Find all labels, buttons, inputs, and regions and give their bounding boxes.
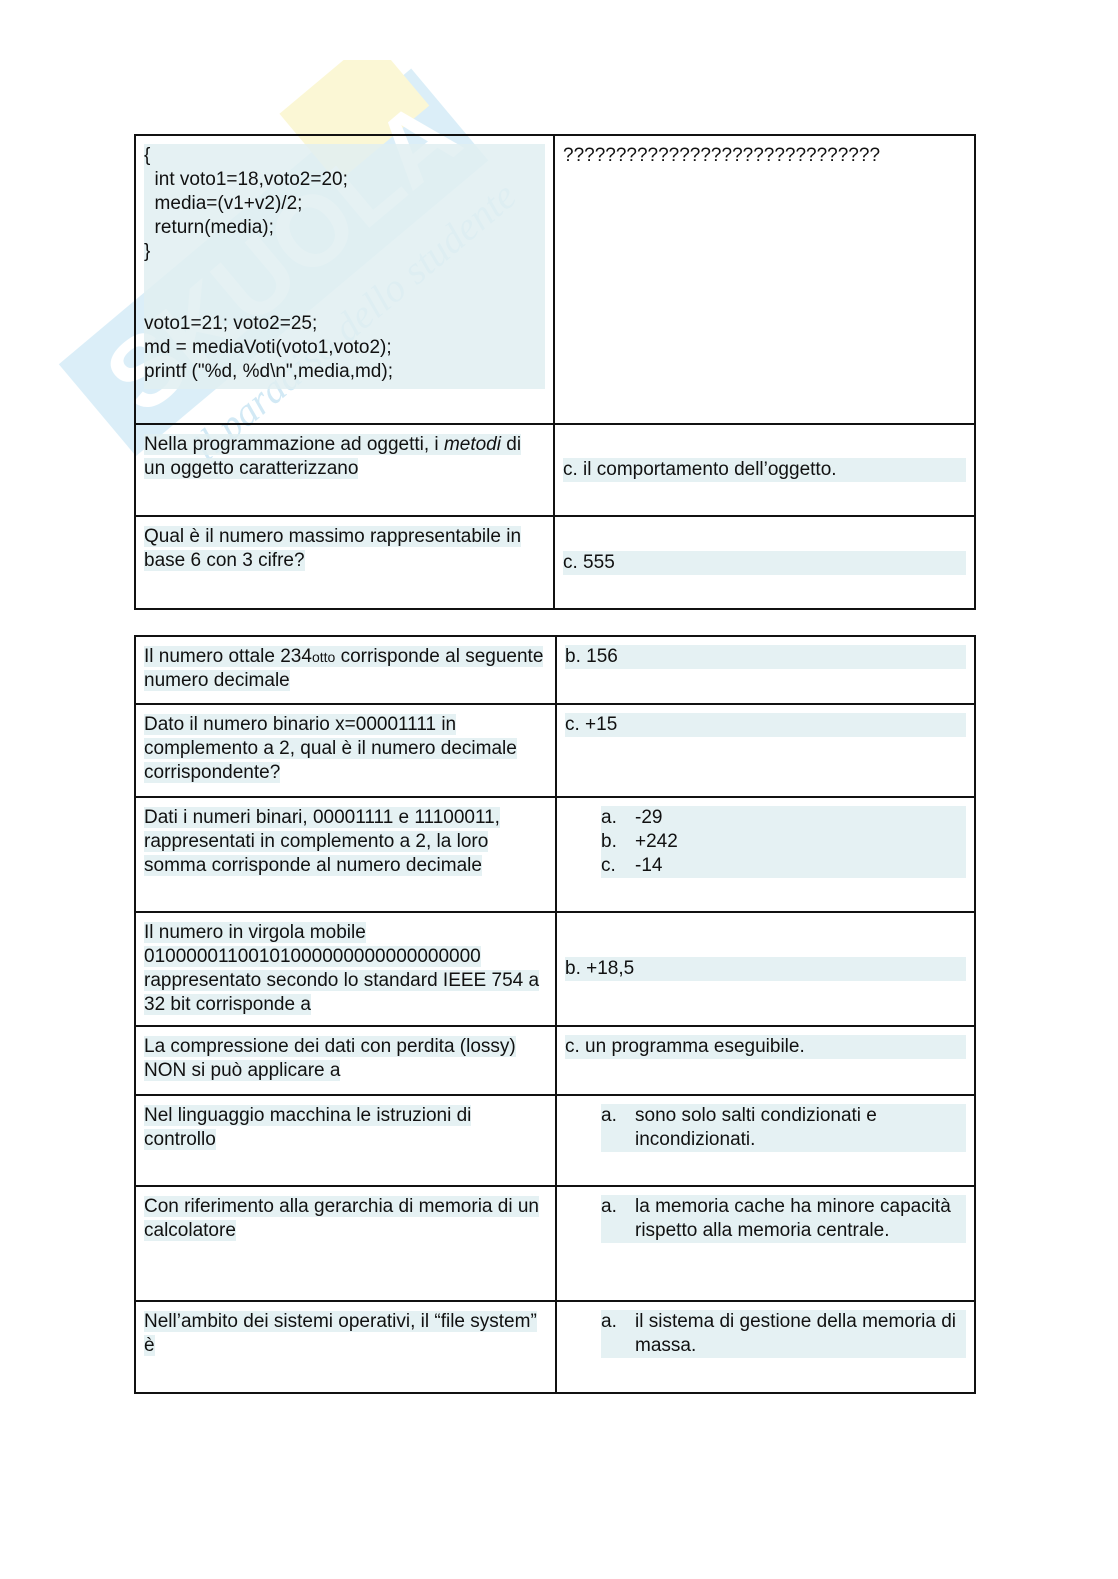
code-line [144,264,545,288]
code-line: md = mediaVoti(voto1,voto2); [144,337,392,358]
option-letter: a. [601,1105,617,1126]
option-text: la memoria cache ha minore capacità risp… [635,1196,951,1241]
question-text: Qual è il numero massimo rappresentabile… [144,526,522,571]
option-text: +242 [635,831,678,852]
option-letter: c. [601,855,616,876]
table-row: Dati i numeri binari, 00001111 e 1110001… [134,796,976,913]
question-text: La compressione dei dati con perdita (lo… [144,1036,516,1081]
table-row: Nel linguaggio macchina le istruzioni di… [134,1094,976,1187]
question-text: Dati i numeri binari, 00001111 e 1110001… [144,807,500,876]
code-line: int voto1=18,voto2=20; [144,169,348,190]
answer-option: a. sono solo salti condizionati e incondi… [601,1104,966,1152]
answer-option: a. il sistema di gestione della memoria d… [601,1310,966,1358]
code-line: printf ("%d, %d\n",media,md); [144,361,393,382]
answer-text: b. 156 [565,645,966,669]
table-row: Il numero in virgola mobile 010000011001… [134,911,976,1027]
table-row: { int voto1=18,voto2=20; media=(v1+v2)/2… [134,134,976,425]
table-row: Con riferimento alla gerarchia di memori… [134,1185,976,1302]
question-text: Il numero in virgola mobile 010000011001… [144,922,540,1015]
answer-options: a. la memoria cache ha minore capacità ri… [601,1195,966,1243]
code-line [144,288,545,312]
code-line: { [144,145,151,166]
code-line: media=(v1+v2)/2; [144,193,303,214]
option-letter: a. [601,1311,617,1332]
table-row: Dato il numero binario x=00001111 in com… [134,703,976,798]
option-letter: b. [601,831,617,852]
answer-text: c. un programma eseguibile. [565,1035,966,1059]
answer-option: a. -29 [601,806,966,830]
option-text: il sistema di gestione della memoria di … [635,1311,957,1356]
answer-option: b. +242 [601,830,966,854]
question-text: Con riferimento alla gerarchia di memori… [144,1196,539,1241]
option-letter: a. [601,1196,617,1217]
table-row: La compressione dei dati con perdita (lo… [134,1025,976,1096]
answer-text: c. 555 [563,550,966,575]
answer-text: ?????????????????????????????? [563,145,881,166]
quiz-table-2: Il numero ottale 234otto corrisponde al … [134,635,976,1394]
table-row: Il numero ottale 234otto corrisponde al … [134,635,976,705]
code-line: } [144,241,151,262]
answer-options: a. -29 b. +242 c. -14 [601,806,966,878]
table-row: Nell’ambito dei sistemi operativi, il “f… [134,1300,976,1394]
answer-text: c. +15 [565,713,966,737]
option-text: sono solo salti condizionati e incondizi… [635,1105,877,1150]
question-text: Nell’ambito dei sistemi operativi, il “f… [144,1311,537,1356]
answer-text: c. il comportamento dell’oggetto. [563,458,966,482]
question-text: Nel linguaggio macchina le istruzioni di… [144,1105,472,1150]
option-text: -14 [635,855,663,876]
question-text: Nella programmazione ad oggetti, i metod… [144,434,522,479]
code-line: voto1=21; voto2=25; [144,313,318,334]
answer-options: a. il sistema di gestione della memoria d… [601,1310,966,1358]
question-text: Il numero ottale 234otto corrisponde al … [144,646,544,691]
answer-text: b. +18,5 [565,957,966,981]
table-row: Nella programmazione ad oggetti, i metod… [134,423,976,517]
answer-option: c. -14 [601,854,966,878]
code-line: return(media); [144,217,274,238]
answer-option: a. la memoria cache ha minore capacità ri… [601,1195,966,1243]
answer-options: a. sono solo salti condizionati e incondi… [601,1104,966,1152]
table-row: Qual è il numero massimo rappresentabile… [134,515,976,610]
question-text: Dato il numero binario x=00001111 in com… [144,714,517,783]
option-text: -29 [635,807,663,828]
option-letter: a. [601,807,617,828]
quiz-table-1: { int voto1=18,voto2=20; media=(v1+v2)/2… [134,134,976,610]
code-snippet: { int voto1=18,voto2=20; media=(v1+v2)/2… [144,144,545,389]
